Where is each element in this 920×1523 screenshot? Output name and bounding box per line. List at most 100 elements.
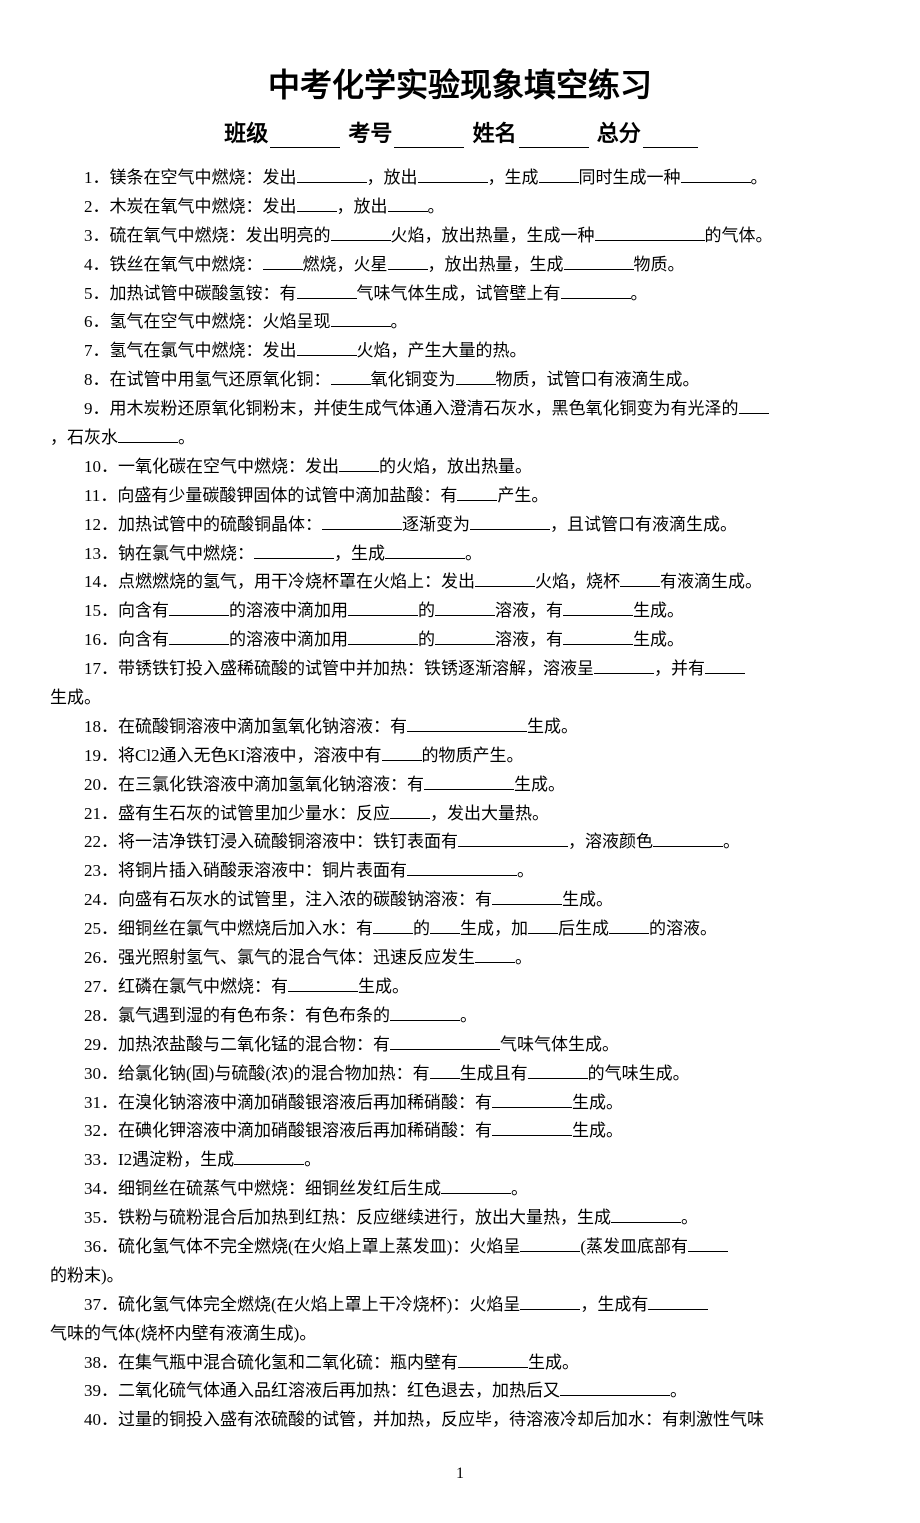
blank[interactable] [595,224,705,241]
blank[interactable] [528,917,558,934]
question-34: 34．细铜丝在硫蒸气中燃烧：细铜丝发红后生成。 [50,1175,870,1204]
page-number: 1 [50,1465,870,1483]
blank[interactable] [441,1177,511,1194]
question-8: 8．在试管中用氢气还原氧化铜：氧化铜变为物质，试管口有液滴生成。 [50,366,870,395]
blank[interactable] [424,773,514,790]
blank[interactable] [457,484,497,501]
blank[interactable] [390,802,430,819]
blank[interactable] [373,917,413,934]
blank[interactable] [339,455,379,472]
blank[interactable] [435,599,495,616]
blank[interactable] [705,657,745,674]
exam-no-blank[interactable] [394,126,464,148]
question-9: 9．用木炭粉还原氧化铜粉末，并使生成气体通入澄清石灰水，黑色氧化铜变为有光泽的 [50,395,870,424]
blank[interactable] [653,830,723,847]
blank[interactable] [458,830,568,847]
blank[interactable] [520,1293,580,1310]
blank[interactable] [169,628,229,645]
blank[interactable] [297,166,367,183]
blank[interactable] [560,1379,670,1396]
header-row: 班级 考号 姓名 总分 [50,116,870,148]
question-19: 19．将Cl2通入无色KI溶液中，溶液中有的物质产生。 [50,742,870,771]
blank[interactable] [385,542,465,559]
question-20: 20．在三氯化铁溶液中滴加氢氧化钠溶液：有生成。 [50,771,870,800]
blank[interactable] [331,368,371,385]
question-1: 1．镁条在空气中燃烧：发出，放出，生成同时生成一种。 [50,164,870,193]
question-23: 23．将铜片插入硝酸汞溶液中：铜片表面有。 [50,857,870,886]
blank[interactable] [297,282,357,299]
blank[interactable] [263,253,303,270]
blank[interactable] [118,426,178,443]
blank[interactable] [297,339,357,356]
class-label: 班级 [224,121,268,146]
blank[interactable] [418,166,488,183]
total-label: 总分 [597,121,641,146]
blank[interactable] [388,195,428,212]
blank[interactable] [430,1062,460,1079]
question-38: 38．在集气瓶中混合硫化氢和二氧化硫：瓶内壁有生成。 [50,1349,870,1378]
blank[interactable] [348,628,418,645]
class-blank[interactable] [270,126,340,148]
question-4: 4．铁丝在氧气中燃烧：燃烧，火星，放出热量，生成物质。 [50,251,870,280]
name-blank[interactable] [519,126,589,148]
blank[interactable] [688,1235,728,1252]
question-28: 28．氯气遇到湿的有色布条：有色布条的。 [50,1002,870,1031]
blank[interactable] [458,1351,528,1368]
blank[interactable] [435,628,495,645]
blank[interactable] [297,195,337,212]
blank[interactable] [564,253,634,270]
blank[interactable] [382,744,422,761]
question-10: 10．一氧化碳在空气中燃烧：发出的火焰，放出热量。 [50,453,870,482]
blank[interactable] [348,599,418,616]
blank[interactable] [254,542,334,559]
blank[interactable] [456,368,496,385]
blank[interactable] [169,599,229,616]
blank[interactable] [739,397,769,414]
blank[interactable] [492,1091,572,1108]
blank[interactable] [563,599,633,616]
question-16: 16．向含有的溶液中滴加用的溶液，有生成。 [50,626,870,655]
blank[interactable] [563,628,633,645]
blank[interactable] [470,513,550,530]
blank[interactable] [331,310,391,327]
question-5: 5．加热试管中碳酸氢铵：有气味气体生成，试管壁上有。 [50,280,870,309]
blank[interactable] [430,917,460,934]
blank[interactable] [492,1119,572,1136]
question-12: 12．加热试管中的硫酸铜晶体：逐渐变为，且试管口有液滴生成。 [50,511,870,540]
blank[interactable] [288,975,358,992]
blank[interactable] [492,888,562,905]
question-33: 33．I2遇淀粉，生成。 [50,1146,870,1175]
blank[interactable] [475,946,515,963]
blank[interactable] [390,1033,500,1050]
blank[interactable] [475,570,535,587]
question-17: 17．带锈铁钉投入盛稀硫酸的试管中并加热：铁锈逐渐溶解，溶液呈，并有 [50,655,870,684]
question-3: 3．硫在氧气中燃烧：发出明亮的火焰，放出热量，生成一种的气体。 [50,222,870,251]
question-37-cont: 气味的气体(烧杯内壁有液滴生成)。 [50,1320,870,1349]
total-blank[interactable] [643,126,698,148]
question-6: 6．氢气在空气中燃烧：火焰呈现。 [50,308,870,337]
question-2: 2．木炭在氧气中燃烧：发出，放出。 [50,193,870,222]
blank[interactable] [648,1293,708,1310]
blank[interactable] [539,166,579,183]
question-13: 13．钠在氯气中燃烧：，生成。 [50,540,870,569]
blank[interactable] [609,917,649,934]
blank[interactable] [331,224,391,241]
question-11: 11．向盛有少量碳酸钾固体的试管中滴加盐酸：有产生。 [50,482,870,511]
blank[interactable] [388,253,428,270]
blank[interactable] [322,513,402,530]
question-36: 36．硫化氢气体不完全燃烧(在火焰上罩上蒸发皿)：火焰呈(蒸发皿底部有 [50,1233,870,1262]
blank[interactable] [561,282,631,299]
blank[interactable] [681,166,751,183]
blank[interactable] [620,570,660,587]
question-36-cont: 的粉末)。 [50,1262,870,1291]
blank[interactable] [407,859,517,876]
blank[interactable] [611,1206,681,1223]
blank[interactable] [520,1235,580,1252]
question-18: 18．在硫酸铜溶液中滴加氢氧化钠溶液：有生成。 [50,713,870,742]
blank[interactable] [528,1062,588,1079]
blank[interactable] [594,657,654,674]
blank[interactable] [234,1148,304,1165]
blank[interactable] [407,715,527,732]
question-39: 39．二氧化硫气体通入品红溶液后再加热：红色退去，加热后又。 [50,1377,870,1406]
blank[interactable] [390,1004,460,1021]
